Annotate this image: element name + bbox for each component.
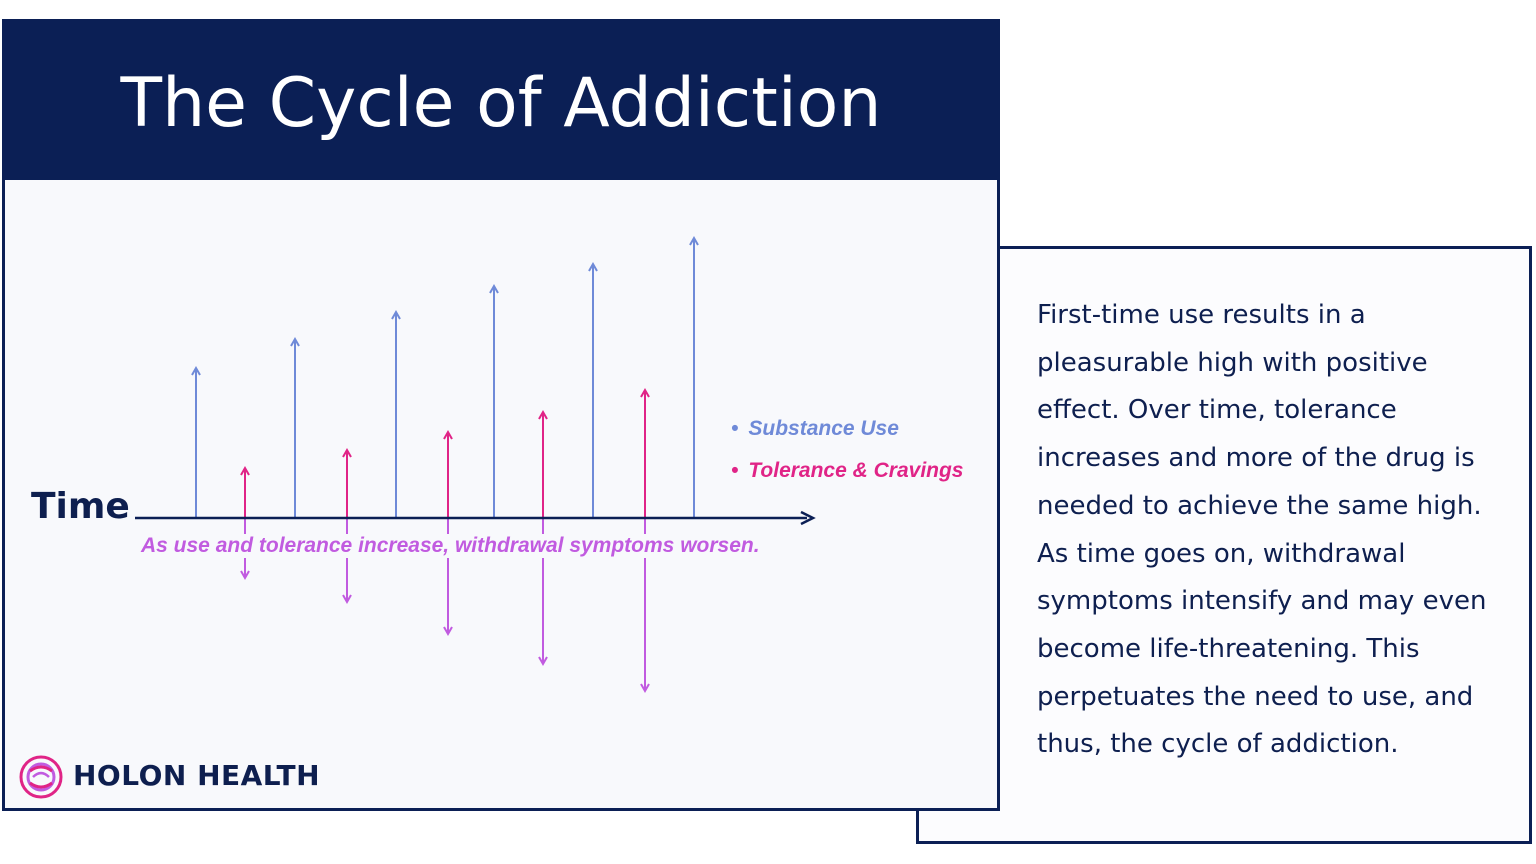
arrow-group xyxy=(191,235,699,694)
slide-panel: The Cycle of Addiction Time • Substance U… xyxy=(2,19,1000,811)
substance-use-arrow xyxy=(191,365,201,518)
tolerance-arrow xyxy=(342,447,352,518)
legend-tolerance-cravings: • Tolerance & Cravings xyxy=(731,459,964,483)
description-text: First-time use results in a pleasurable … xyxy=(1037,300,1487,760)
spiral-logo-icon xyxy=(19,755,63,799)
axis-arrowhead-icon xyxy=(800,510,816,526)
withdrawal-caption: As use and tolerance increase, withdrawa… xyxy=(139,534,762,558)
time-axis-label: Time xyxy=(31,486,130,527)
tolerance-arrow xyxy=(640,387,650,518)
tolerance-arrow xyxy=(240,465,250,518)
tolerance-arrow xyxy=(443,429,453,518)
time-axis xyxy=(135,510,816,526)
substance-use-arrow xyxy=(489,283,499,518)
bullet-icon: • xyxy=(731,417,739,440)
legend-tolerance-cravings-label: Tolerance & Cravings xyxy=(748,459,964,482)
brand-name: HOLON HEALTH xyxy=(73,759,321,792)
description-card xyxy=(916,246,1532,844)
substance-use-arrow xyxy=(290,336,300,518)
substance-use-arrow xyxy=(689,235,699,518)
legend-substance-use-label: Substance Use xyxy=(748,417,899,440)
tolerance-arrow xyxy=(538,409,548,518)
substance-use-arrow xyxy=(588,261,598,518)
slide-title: The Cycle of Addiction xyxy=(120,64,882,143)
substance-use-arrow xyxy=(391,309,401,518)
withdrawal-arrow xyxy=(342,518,352,605)
legend-substance-use: • Substance Use xyxy=(731,417,899,441)
title-bar: The Cycle of Addiction xyxy=(5,22,997,180)
bullet-icon: • xyxy=(731,459,739,482)
addiction-cycle-diagram xyxy=(135,235,816,694)
